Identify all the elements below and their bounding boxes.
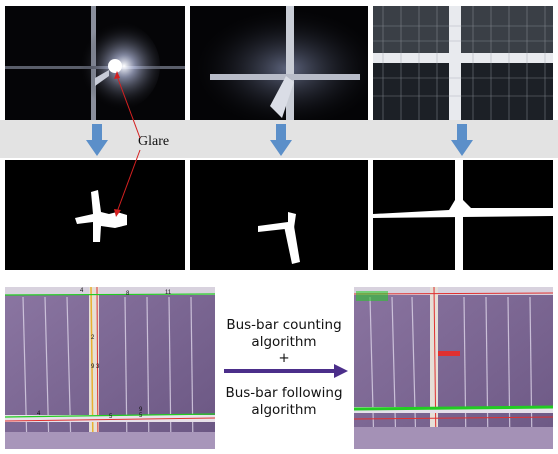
photo-bright-raw: [373, 6, 553, 120]
overlay-number: 11: [165, 290, 172, 296]
caption-line: Bus-bar counting: [226, 317, 342, 333]
caption-line: Bus-bar following: [225, 385, 343, 401]
photo-glare-raw: [5, 6, 185, 120]
caption-line: algorithm: [251, 402, 317, 418]
overlay-number: 4: [37, 411, 41, 417]
caption-plus: +: [278, 350, 290, 366]
arrow-down-icon: [451, 124, 473, 156]
photo-dark-raw: [190, 6, 368, 120]
result-counting-image: 4 8 11 2 9 3 4 5 9 5: [5, 287, 215, 449]
overlay-number: 8: [126, 291, 130, 297]
overlay-number: 4: [80, 288, 84, 294]
overlay-number: 5: [109, 414, 113, 420]
mask-glare: [5, 160, 185, 270]
overlay-number: 5: [139, 413, 143, 419]
overlay-number: 3: [96, 364, 100, 370]
mask-dark: [190, 160, 368, 270]
arrow-down-icon: [270, 124, 292, 156]
arrow-right-icon: [224, 364, 348, 378]
caption-line: algorithm: [251, 334, 317, 350]
result-following-image: [354, 287, 553, 449]
overlay-number: 9: [91, 364, 95, 370]
arrow-down-icon: [86, 124, 108, 156]
overlay-number: 9: [139, 407, 143, 413]
mask-bright: [373, 160, 553, 270]
glare-label: Glare: [138, 134, 170, 149]
overlay-number: 2: [91, 335, 95, 341]
